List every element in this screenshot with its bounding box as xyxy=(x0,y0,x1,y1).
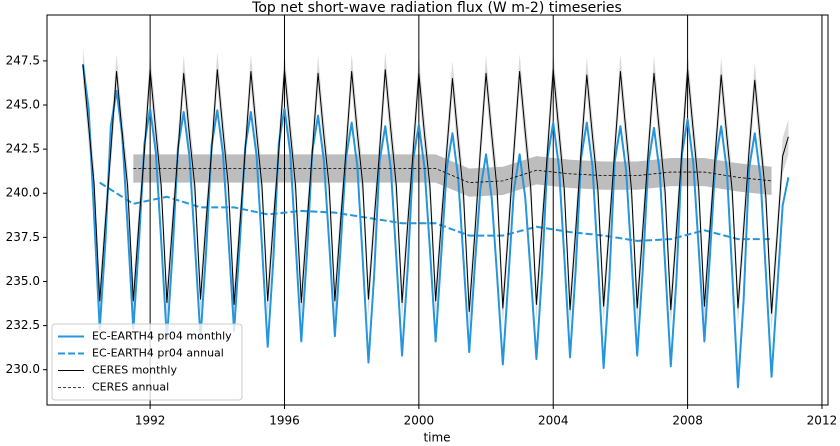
legend-label: EC-EARTH4 pr04 monthly xyxy=(92,330,232,343)
x-tick-label: 2004 xyxy=(538,414,569,428)
x-tick-label: 2000 xyxy=(404,414,435,428)
x-tick-label: 2008 xyxy=(672,414,703,428)
y-tick-label: 235.0 xyxy=(6,274,40,288)
error-band xyxy=(82,46,789,331)
legend-box xyxy=(51,323,243,401)
legend-label: EC-EARTH4 pr04 annual xyxy=(92,347,224,360)
series-line xyxy=(99,181,772,242)
series-line xyxy=(82,64,789,314)
y-tick-label: 245.0 xyxy=(6,98,40,112)
x-tick-label: 1996 xyxy=(269,414,300,428)
y-tick-label: 230.0 xyxy=(6,362,40,376)
y-tick-label: 232.5 xyxy=(6,318,40,332)
y-tick-label: 247.5 xyxy=(6,53,40,67)
y-tick-label: 237.5 xyxy=(6,230,40,244)
legend-label: CERES annual xyxy=(92,381,169,394)
legend-label: CERES monthly xyxy=(92,364,177,377)
x-tick-label: 2012 xyxy=(807,414,838,428)
plot-frame xyxy=(46,14,829,406)
chart-title: Top net short-wave radiation flux (W m-2… xyxy=(251,0,622,16)
x-tick-label: 1992 xyxy=(135,414,166,428)
y-tick-label: 240.0 xyxy=(6,186,40,200)
series-line xyxy=(133,168,772,184)
y-tick-label: 242.5 xyxy=(6,142,40,156)
x-axis-label: time xyxy=(423,431,450,445)
